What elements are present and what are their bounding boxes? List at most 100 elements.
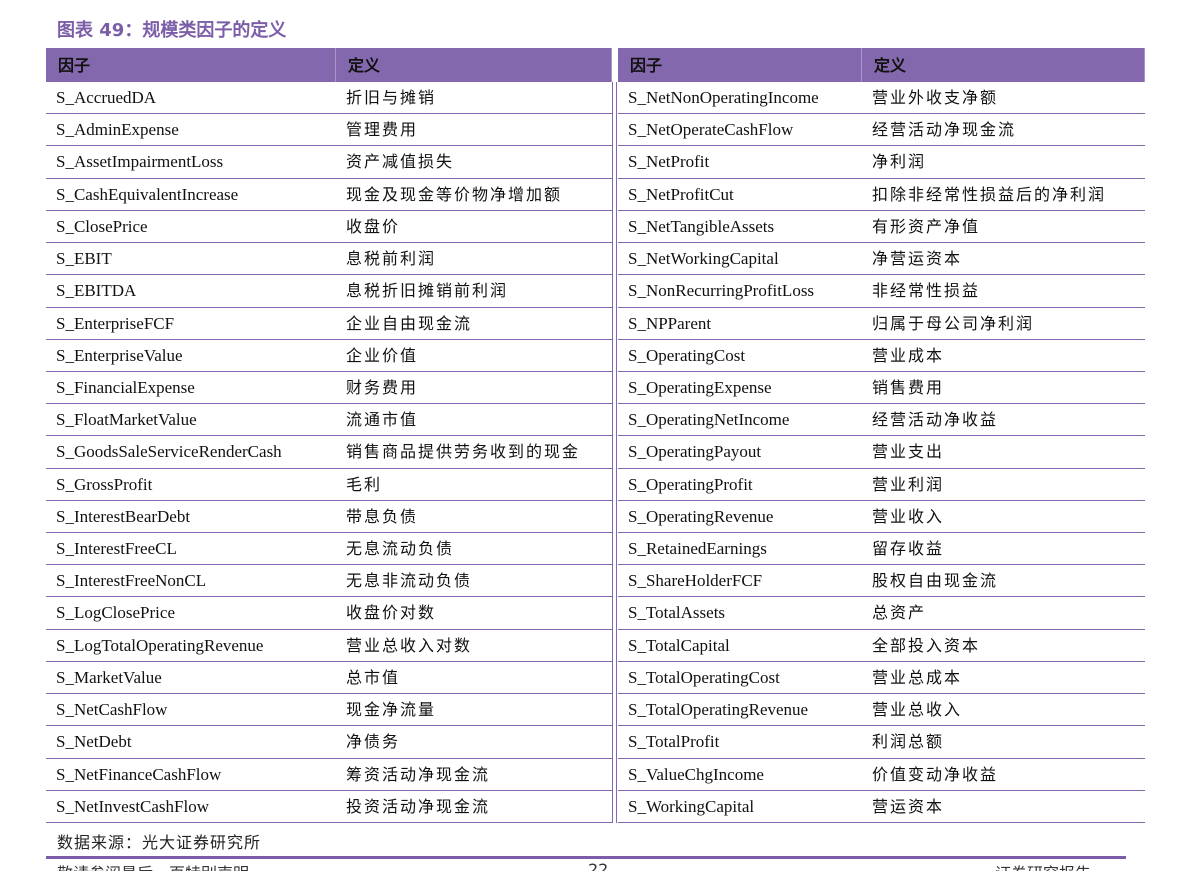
definition-cell: 经营活动净现金流 <box>862 114 1145 147</box>
factor-cell: S_FinancialExpense <box>46 372 336 405</box>
factor-cell: S_InterestFreeNonCL <box>46 565 336 598</box>
definition-cell: 营业外收支净额 <box>862 82 1145 115</box>
definition-cell: 企业价值 <box>336 340 612 372</box>
factor-cell: S_LogTotalOperatingRevenue <box>46 630 336 662</box>
definition-cell: 营业总收入对数 <box>336 630 612 662</box>
footer-right: 证券研究报告 <box>995 860 1091 871</box>
table-header-bg <box>618 48 1145 82</box>
factor-cell: S_ClosePrice <box>46 211 336 244</box>
factor-cell: S_RetainedEarnings <box>618 533 862 566</box>
source-note: 数据来源：光大证券研究所 <box>57 835 262 852</box>
definition-cell: 留存收益 <box>862 533 1145 566</box>
definition-cell: 股权自由现金流 <box>862 565 1145 598</box>
factor-cell: S_AdminExpense <box>46 114 336 147</box>
definition-cell: 管理费用 <box>336 114 612 147</box>
factor-cell: S_NetNonOperatingIncome <box>618 82 862 115</box>
factor-cell: S_FloatMarketValue <box>46 404 336 437</box>
factor-cell: S_TotalAssets <box>618 597 862 630</box>
definition-cell: 带息负债 <box>336 501 612 534</box>
definition-cell: 净债务 <box>336 726 612 759</box>
definition-cell: 总市值 <box>336 662 612 695</box>
factor-cell: S_OperatingExpense <box>618 372 862 405</box>
footer-rule <box>46 856 1126 859</box>
column-header: 因子 <box>46 48 336 82</box>
definition-cell: 财务费用 <box>336 372 612 405</box>
definition-cell: 价值变动净收益 <box>862 759 1145 791</box>
definition-cell: 企业自由现金流 <box>336 308 612 340</box>
definition-cell: 扣除非经常性损益后的净利润 <box>862 179 1145 211</box>
definition-cell: 息税折旧摊销前利润 <box>336 275 612 308</box>
factor-cell: S_NonRecurringProfitLoss <box>618 275 862 308</box>
factor-cell: S_InterestBearDebt <box>46 501 336 534</box>
definition-cell: 收盘价对数 <box>336 597 612 630</box>
definition-cell: 折旧与摊销 <box>336 82 612 115</box>
footer-page: 22 <box>588 860 609 871</box>
factor-cell: S_LogClosePrice <box>46 597 336 630</box>
definition-cell: 营业支出 <box>862 436 1145 469</box>
factor-cell: S_EBITDA <box>46 275 336 308</box>
factor-cell: S_NetProfit <box>618 146 862 179</box>
definition-cell: 营业总收入 <box>862 694 1145 727</box>
factor-cell: S_OperatingCost <box>618 340 862 372</box>
column-header: 定义 <box>336 48 612 82</box>
definition-cell: 投资活动净现金流 <box>336 791 612 823</box>
definition-cell: 毛利 <box>336 469 612 501</box>
factor-cell: S_TotalCapital <box>618 630 862 662</box>
factor-cell: S_GrossProfit <box>46 469 336 501</box>
factor-cell: S_NetOperateCashFlow <box>618 114 862 147</box>
column-header: 因子 <box>618 48 862 82</box>
definition-cell: 利润总额 <box>862 726 1145 759</box>
definition-cell: 无息非流动负债 <box>336 565 612 598</box>
factor-cell: S_TotalOperatingCost <box>618 662 862 695</box>
definition-cell: 有形资产净值 <box>862 211 1145 244</box>
factor-cell: S_NetProfitCut <box>618 179 862 211</box>
factor-cell: S_NetFinanceCashFlow <box>46 759 336 791</box>
definition-cell: 归属于母公司净利润 <box>862 308 1145 340</box>
factor-cell: S_AssetImpairmentLoss <box>46 146 336 179</box>
factor-cell: S_NetWorkingCapital <box>618 243 862 276</box>
footer-left: 敬请参阅最后一页特别声明 <box>57 860 249 871</box>
definition-cell: 销售费用 <box>862 372 1145 405</box>
definition-cell: 营业利润 <box>862 469 1145 501</box>
factor-cell: S_TotalOperatingRevenue <box>618 694 862 727</box>
column-header: 定义 <box>862 48 1145 82</box>
factor-cell: S_NetTangibleAssets <box>618 211 862 244</box>
definition-cell: 收盘价 <box>336 211 612 244</box>
factor-cell: S_NPParent <box>618 308 862 340</box>
factor-cell: S_InterestFreeCL <box>46 533 336 566</box>
factor-cell: S_GoodsSaleServiceRenderCash <box>46 436 336 469</box>
factor-cell: S_CashEquivalentIncrease <box>46 179 336 211</box>
definition-cell: 非经常性损益 <box>862 275 1145 308</box>
definition-cell: 营业成本 <box>862 340 1145 372</box>
definition-cell: 现金净流量 <box>336 694 612 727</box>
definition-cell: 营业收入 <box>862 501 1145 534</box>
factor-cell: S_OperatingPayout <box>618 436 862 469</box>
definition-cell: 营业总成本 <box>862 662 1145 695</box>
definition-cell: 全部投入资本 <box>862 630 1145 662</box>
definition-cell: 无息流动负债 <box>336 533 612 566</box>
definition-cell: 营运资本 <box>862 791 1145 823</box>
factor-cell: S_NetInvestCashFlow <box>46 791 336 823</box>
factor-cell: S_OperatingRevenue <box>618 501 862 534</box>
table-separator <box>612 82 617 823</box>
definition-cell: 筹资活动净现金流 <box>336 759 612 791</box>
factor-cell: S_EnterpriseFCF <box>46 308 336 340</box>
factor-cell: S_AccruedDA <box>46 82 336 115</box>
factor-cell: S_ValueChgIncome <box>618 759 862 791</box>
definition-cell: 净营运资本 <box>862 243 1145 276</box>
definition-cell: 净利润 <box>862 146 1145 179</box>
factor-cell: S_EBIT <box>46 243 336 276</box>
factor-cell: S_OperatingProfit <box>618 469 862 501</box>
definition-cell: 资产减值损失 <box>336 146 612 179</box>
factor-cell: S_OperatingNetIncome <box>618 404 862 437</box>
definition-cell: 销售商品提供劳务收到的现金 <box>336 436 612 469</box>
definition-cell: 经营活动净收益 <box>862 404 1145 437</box>
factor-cell: S_EnterpriseValue <box>46 340 336 372</box>
table-header-bg <box>46 48 612 82</box>
factor-cell: S_MarketValue <box>46 662 336 695</box>
definition-cell: 流通市值 <box>336 404 612 437</box>
title: 图表 49：规模类因子的定义 <box>57 20 287 41</box>
definition-cell: 息税前利润 <box>336 243 612 276</box>
factor-cell: S_ShareHolderFCF <box>618 565 862 598</box>
